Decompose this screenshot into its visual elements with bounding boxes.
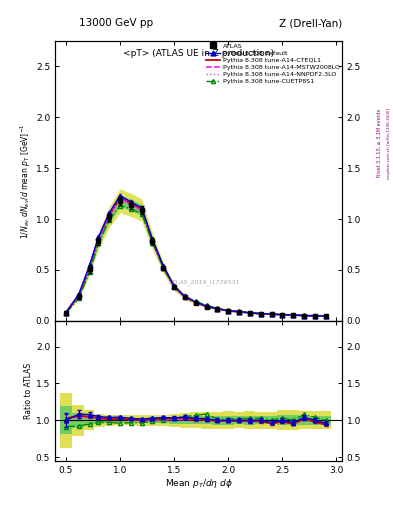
Y-axis label: $1/N_{ev}\ dN_{ev}/d$ mean $p_T$ [GeV]$^{-1}$: $1/N_{ev}\ dN_{ev}/d$ mean $p_T$ [GeV]$^… [18, 123, 33, 239]
Y-axis label: Ratio to ATLAS: Ratio to ATLAS [24, 363, 33, 419]
X-axis label: Mean $p_T/d\eta\ d\phi$: Mean $p_T/d\eta\ d\phi$ [165, 477, 232, 490]
Text: <pT> (ATLAS UE in Z production): <pT> (ATLAS UE in Z production) [123, 49, 274, 58]
Text: 13000 GeV pp: 13000 GeV pp [79, 18, 153, 28]
Text: mcplots.cern.ch [arXiv:1306.3436]: mcplots.cern.ch [arXiv:1306.3436] [387, 108, 391, 179]
Text: Rivet 3.1.10, ≥ 3.1M events: Rivet 3.1.10, ≥ 3.1M events [377, 109, 382, 178]
Text: ATLAS_2019_I1736531: ATLAS_2019_I1736531 [169, 279, 240, 285]
Legend: ATLAS, Pythia 8.308 default, Pythia 8.308 tune-A14-CTEQL1, Pythia 8.308 tune-A14: ATLAS, Pythia 8.308 default, Pythia 8.30… [205, 42, 341, 86]
Text: Z (Drell-Yan): Z (Drell-Yan) [279, 18, 342, 28]
